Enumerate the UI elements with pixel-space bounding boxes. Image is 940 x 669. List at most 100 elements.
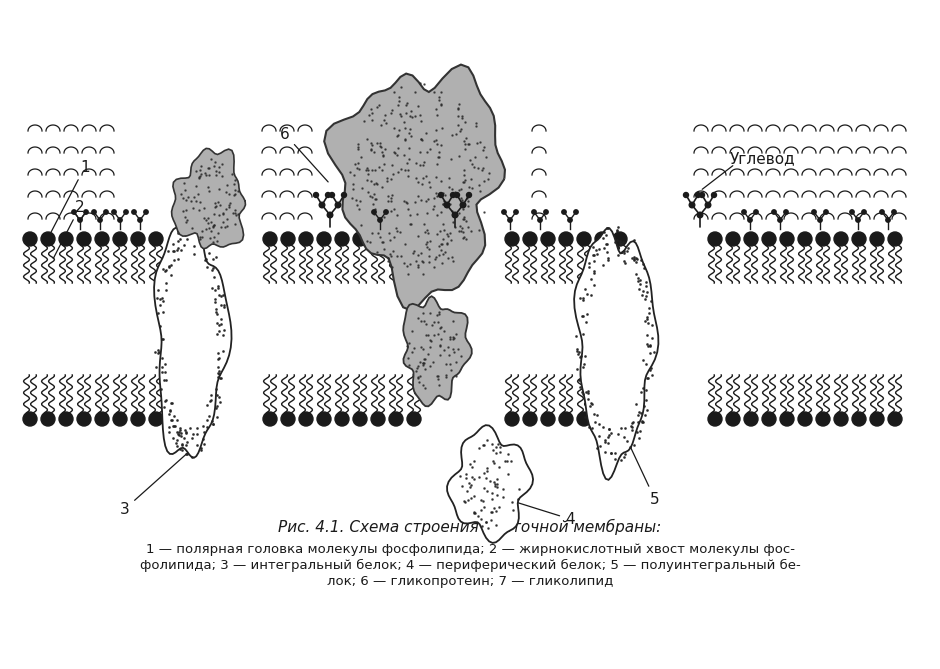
Circle shape — [798, 412, 812, 426]
Circle shape — [372, 210, 376, 214]
Circle shape — [314, 193, 319, 197]
Circle shape — [708, 412, 722, 426]
Circle shape — [98, 218, 102, 222]
Circle shape — [23, 232, 37, 246]
Circle shape — [523, 232, 537, 246]
Circle shape — [371, 232, 385, 246]
Circle shape — [870, 412, 884, 426]
Circle shape — [562, 210, 566, 214]
Text: 6: 6 — [280, 126, 328, 182]
Circle shape — [696, 193, 700, 197]
Circle shape — [138, 218, 142, 222]
Polygon shape — [403, 296, 472, 406]
Circle shape — [834, 412, 848, 426]
Circle shape — [92, 210, 96, 214]
Circle shape — [505, 232, 519, 246]
Circle shape — [508, 218, 512, 222]
Text: 5: 5 — [623, 432, 660, 506]
Circle shape — [113, 412, 127, 426]
Circle shape — [77, 412, 91, 426]
Circle shape — [780, 232, 794, 246]
Circle shape — [862, 210, 866, 214]
Circle shape — [113, 232, 127, 246]
Text: 1: 1 — [49, 159, 89, 235]
Circle shape — [144, 210, 149, 214]
Circle shape — [544, 210, 548, 214]
Circle shape — [389, 412, 403, 426]
Circle shape — [320, 202, 325, 208]
Circle shape — [705, 202, 711, 208]
Circle shape — [438, 193, 444, 197]
Circle shape — [353, 412, 367, 426]
Circle shape — [852, 412, 866, 426]
Circle shape — [78, 218, 82, 222]
Circle shape — [708, 232, 722, 246]
Text: 7: 7 — [450, 112, 460, 176]
Circle shape — [689, 202, 695, 208]
Circle shape — [455, 193, 460, 197]
Circle shape — [299, 232, 313, 246]
Circle shape — [726, 412, 740, 426]
Circle shape — [59, 232, 73, 246]
Circle shape — [892, 210, 896, 214]
Circle shape — [888, 412, 902, 426]
Circle shape — [852, 232, 866, 246]
Circle shape — [336, 202, 341, 208]
Circle shape — [281, 232, 295, 246]
Circle shape — [541, 232, 555, 246]
Circle shape — [371, 412, 385, 426]
Circle shape — [327, 212, 333, 218]
Circle shape — [84, 210, 88, 214]
Circle shape — [742, 210, 746, 214]
Circle shape — [855, 218, 860, 222]
Circle shape — [772, 210, 776, 214]
Text: 3: 3 — [120, 451, 190, 516]
Circle shape — [341, 193, 347, 197]
Circle shape — [77, 232, 91, 246]
Circle shape — [595, 412, 609, 426]
Circle shape — [762, 412, 776, 426]
Circle shape — [762, 232, 776, 246]
Text: Углевод: Углевод — [730, 151, 795, 167]
Circle shape — [461, 202, 466, 208]
Circle shape — [95, 232, 109, 246]
Circle shape — [613, 232, 627, 246]
Circle shape — [880, 210, 885, 214]
Circle shape — [816, 232, 830, 246]
Circle shape — [888, 232, 902, 246]
Circle shape — [538, 218, 542, 222]
Circle shape — [514, 210, 518, 214]
Circle shape — [389, 232, 403, 246]
Circle shape — [132, 210, 136, 214]
Circle shape — [568, 218, 572, 222]
Polygon shape — [324, 65, 505, 310]
Circle shape — [335, 412, 349, 426]
Circle shape — [777, 218, 782, 222]
Circle shape — [281, 412, 295, 426]
Circle shape — [95, 412, 109, 426]
Circle shape — [697, 212, 703, 218]
Circle shape — [124, 210, 128, 214]
Circle shape — [798, 232, 812, 246]
Circle shape — [335, 232, 349, 246]
Circle shape — [452, 212, 458, 218]
Circle shape — [595, 232, 609, 246]
Circle shape — [748, 218, 752, 222]
Circle shape — [118, 218, 122, 222]
Circle shape — [780, 412, 794, 426]
Circle shape — [818, 218, 822, 222]
Circle shape — [683, 193, 688, 197]
Text: 4: 4 — [493, 495, 574, 527]
Circle shape — [407, 412, 421, 426]
Circle shape — [41, 412, 55, 426]
Circle shape — [149, 412, 163, 426]
Polygon shape — [447, 425, 533, 543]
Circle shape — [712, 193, 716, 197]
Text: 1 — полярная головка молекулы фосфолипида; 2 — жирнокислотный хвост молекулы фос: 1 — полярная головка молекулы фосфолипид… — [146, 543, 794, 555]
Text: лок; 6 — гликопротеин; 7 — гликолипид: лок; 6 — гликопротеин; 7 — гликолипид — [327, 575, 613, 587]
Circle shape — [23, 412, 37, 426]
Circle shape — [103, 210, 108, 214]
Circle shape — [505, 412, 519, 426]
Circle shape — [784, 210, 789, 214]
Circle shape — [131, 412, 145, 426]
